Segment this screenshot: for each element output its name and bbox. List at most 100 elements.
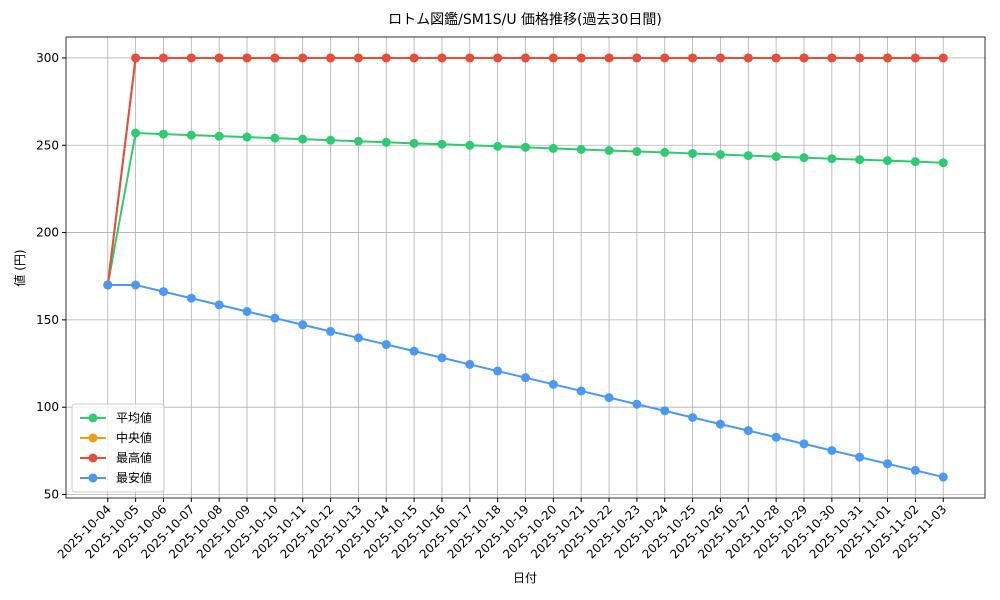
chart-title: ロトム図鑑/SM1S/U 価格推移(過去30日間) — [388, 11, 662, 28]
legend-marker — [88, 453, 98, 463]
data-point — [521, 53, 530, 63]
legend-marker — [88, 473, 98, 483]
legend-box — [71, 403, 165, 493]
data-point — [715, 150, 725, 160]
data-point — [576, 53, 586, 63]
data-point — [381, 137, 391, 147]
data-point — [437, 353, 447, 363]
data-point — [548, 143, 558, 153]
legend-marker — [88, 413, 98, 423]
data-point — [632, 147, 642, 157]
data-point — [131, 280, 141, 290]
data-point — [827, 154, 837, 164]
data-point — [743, 426, 753, 436]
data-point — [409, 346, 419, 356]
data-point — [604, 146, 614, 156]
data-point — [799, 53, 809, 63]
data-point — [743, 53, 753, 63]
data-point — [465, 359, 475, 369]
data-point — [493, 141, 503, 151]
y-tick-label: 200 — [36, 226, 59, 240]
data-point — [242, 132, 252, 142]
data-point — [270, 53, 280, 63]
data-point — [827, 446, 837, 456]
data-point — [660, 53, 670, 63]
data-point — [604, 53, 614, 63]
data-point — [883, 459, 893, 469]
data-point — [938, 158, 948, 168]
data-point — [521, 142, 530, 152]
data-point — [799, 153, 809, 163]
data-point — [799, 439, 809, 449]
data-point — [465, 140, 475, 150]
plot-frame — [65, 36, 986, 499]
legend-marker — [88, 433, 98, 443]
data-point — [326, 135, 336, 145]
data-point — [353, 333, 363, 343]
data-point — [409, 138, 419, 148]
data-point — [298, 53, 308, 63]
data-point — [214, 300, 224, 310]
data-point — [576, 144, 586, 154]
legend-label: 最安値 — [116, 470, 152, 485]
y-tick-label: 250 — [36, 138, 59, 152]
data-point — [186, 53, 196, 63]
data-point — [298, 134, 308, 144]
data-point — [437, 53, 447, 63]
data-point — [493, 53, 503, 63]
y-axis-label: 値 (円) — [12, 249, 27, 286]
data-point — [103, 280, 113, 290]
data-point — [298, 320, 308, 330]
data-point — [910, 157, 920, 167]
data-point — [186, 130, 196, 140]
data-point — [910, 53, 920, 63]
data-point — [660, 406, 670, 416]
data-point — [465, 53, 475, 63]
data-point — [270, 133, 280, 143]
data-point — [381, 340, 391, 350]
data-point — [771, 53, 781, 63]
data-point — [158, 287, 168, 297]
data-point — [242, 307, 252, 317]
x-axis-label: 日付 — [513, 571, 537, 585]
data-point — [910, 465, 920, 475]
data-point — [353, 53, 363, 63]
data-point — [131, 53, 141, 63]
data-point — [688, 53, 698, 63]
data-point — [242, 53, 252, 63]
y-tick-label: 300 — [36, 51, 59, 65]
data-point — [214, 53, 224, 63]
y-tick-label: 150 — [36, 313, 59, 327]
legend-label: 平均値 — [116, 410, 152, 425]
legend-label: 中央値 — [116, 430, 152, 445]
data-point — [548, 53, 558, 63]
data-point — [270, 313, 280, 323]
data-point — [715, 419, 725, 429]
legend-label: 最高値 — [116, 450, 152, 465]
data-point — [855, 53, 865, 63]
data-point — [855, 452, 865, 462]
data-point — [660, 147, 670, 157]
data-point — [409, 53, 419, 63]
data-point — [771, 432, 781, 442]
data-point — [883, 53, 893, 63]
data-point — [632, 399, 642, 409]
data-point — [827, 53, 837, 63]
data-point — [437, 139, 447, 149]
data-point — [158, 53, 168, 63]
data-point — [771, 152, 781, 162]
data-point — [381, 53, 391, 63]
data-point — [688, 148, 698, 158]
data-point — [493, 366, 503, 376]
data-point — [131, 128, 141, 138]
data-point — [632, 53, 642, 63]
data-point — [521, 373, 530, 383]
data-point — [326, 326, 336, 336]
data-point — [883, 156, 893, 166]
data-point — [186, 293, 196, 303]
data-point — [158, 129, 168, 139]
data-point — [855, 155, 865, 165]
